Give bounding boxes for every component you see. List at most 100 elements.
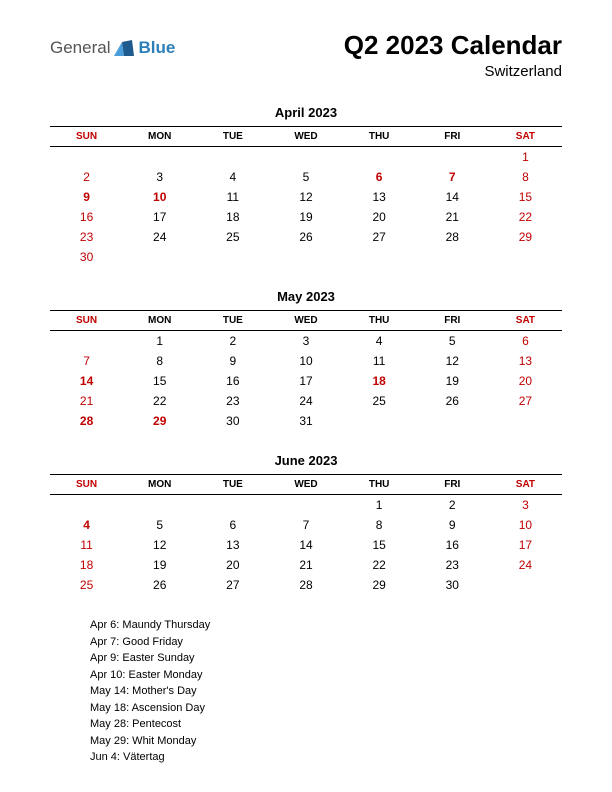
calendar-cell — [123, 495, 196, 516]
calendar-row: 252627282930 — [50, 575, 562, 595]
calendar-cell — [196, 495, 269, 516]
calendar-cell: 24 — [489, 555, 562, 575]
calendar-cell: 23 — [50, 227, 123, 247]
calendar-cell — [50, 495, 123, 516]
calendar-cell: 23 — [416, 555, 489, 575]
calendar-row: 14151617181920 — [50, 371, 562, 391]
calendar-cell: 8 — [123, 351, 196, 371]
calendar-row: 18192021222324 — [50, 555, 562, 575]
calendar-cell: 13 — [196, 535, 269, 555]
calendar-cell: 3 — [269, 331, 342, 352]
calendar-cell: 9 — [196, 351, 269, 371]
calendar-cell: 18 — [50, 555, 123, 575]
calendar-cell: 9 — [50, 187, 123, 207]
holiday-item: Jun 4: Vätertag — [90, 749, 562, 766]
calendar-cell: 27 — [343, 227, 416, 247]
calendar-row: 123 — [50, 495, 562, 516]
calendar-cell — [416, 247, 489, 267]
calendar-cell — [343, 147, 416, 168]
header: General Blue Q2 2023 Calendar Switzerlan… — [50, 30, 562, 80]
calendar-row: 45678910 — [50, 515, 562, 535]
calendar-cell: 8 — [489, 167, 562, 187]
calendar-cell: 24 — [123, 227, 196, 247]
holiday-item: Apr 10: Easter Monday — [90, 667, 562, 684]
calendar-cell — [269, 247, 342, 267]
calendar-cell — [343, 411, 416, 431]
calendar-row: 23242526272829 — [50, 227, 562, 247]
calendar-cell: 21 — [416, 207, 489, 227]
calendar-cell: 1 — [489, 147, 562, 168]
day-header: SUN — [50, 311, 123, 331]
holiday-item: May 29: Whit Monday — [90, 733, 562, 750]
calendar-cell: 26 — [269, 227, 342, 247]
calendar-row: 78910111213 — [50, 351, 562, 371]
calendar-cell — [123, 147, 196, 168]
holiday-item: May 18: Ascension Day — [90, 700, 562, 717]
calendar-cell: 18 — [343, 371, 416, 391]
calendar-cell — [489, 575, 562, 595]
day-header: WED — [269, 127, 342, 147]
calendar-table: SUNMONTUEWEDTHUFRISAT1234567891011121314… — [50, 126, 562, 267]
calendar-cell: 12 — [416, 351, 489, 371]
calendar-cell: 24 — [269, 391, 342, 411]
calendar-cell — [50, 331, 123, 352]
day-header: FRI — [416, 311, 489, 331]
calendar-cell: 21 — [269, 555, 342, 575]
calendar-cell: 12 — [123, 535, 196, 555]
calendars-container: April 2023SUNMONTUEWEDTHUFRISAT123456789… — [50, 105, 562, 595]
calendar-cell: 2 — [196, 331, 269, 352]
day-header: SAT — [489, 475, 562, 495]
calendar-cell: 3 — [489, 495, 562, 516]
calendar-cell: 19 — [123, 555, 196, 575]
logo: General Blue — [50, 38, 175, 58]
calendar-cell: 17 — [489, 535, 562, 555]
calendar-cell: 10 — [123, 187, 196, 207]
calendar-cell: 28 — [50, 411, 123, 431]
calendar-cell: 2 — [416, 495, 489, 516]
calendar-cell — [489, 247, 562, 267]
calendar-cell: 30 — [50, 247, 123, 267]
calendar-cell: 21 — [50, 391, 123, 411]
holidays-list: Apr 6: Maundy ThursdayApr 7: Good Friday… — [90, 617, 562, 766]
calendar-cell: 14 — [416, 187, 489, 207]
calendar-cell: 23 — [196, 391, 269, 411]
holiday-item: May 14: Mother's Day — [90, 683, 562, 700]
calendar-cell — [416, 147, 489, 168]
calendar-cell: 13 — [343, 187, 416, 207]
calendar-cell: 10 — [269, 351, 342, 371]
calendar-cell — [343, 247, 416, 267]
day-header: SAT — [489, 311, 562, 331]
calendar-cell: 1 — [343, 495, 416, 516]
calendar-cell: 30 — [416, 575, 489, 595]
calendar-cell: 19 — [269, 207, 342, 227]
month-block: April 2023SUNMONTUEWEDTHUFRISAT123456789… — [50, 105, 562, 267]
calendar-cell: 30 — [196, 411, 269, 431]
calendar-cell: 15 — [123, 371, 196, 391]
calendar-cell: 14 — [50, 371, 123, 391]
calendar-cell — [269, 147, 342, 168]
calendar-cell: 25 — [50, 575, 123, 595]
day-header: MON — [123, 311, 196, 331]
calendar-cell: 15 — [489, 187, 562, 207]
calendar-cell — [196, 147, 269, 168]
day-header: FRI — [416, 475, 489, 495]
month-title: April 2023 — [50, 105, 562, 120]
calendar-cell: 26 — [416, 391, 489, 411]
calendar-cell — [489, 411, 562, 431]
calendar-cell: 11 — [50, 535, 123, 555]
calendar-cell: 29 — [343, 575, 416, 595]
calendar-row: 1 — [50, 147, 562, 168]
calendar-row: 21222324252627 — [50, 391, 562, 411]
calendar-cell: 20 — [196, 555, 269, 575]
holiday-item: Apr 9: Easter Sunday — [90, 650, 562, 667]
calendar-cell: 29 — [489, 227, 562, 247]
calendar-cell: 22 — [489, 207, 562, 227]
calendar-cell: 25 — [343, 391, 416, 411]
calendar-cell: 4 — [50, 515, 123, 535]
day-header: TUE — [196, 127, 269, 147]
day-header: TUE — [196, 311, 269, 331]
calendar-cell: 14 — [269, 535, 342, 555]
calendar-cell: 26 — [123, 575, 196, 595]
calendar-cell: 20 — [343, 207, 416, 227]
calendar-cell: 16 — [196, 371, 269, 391]
